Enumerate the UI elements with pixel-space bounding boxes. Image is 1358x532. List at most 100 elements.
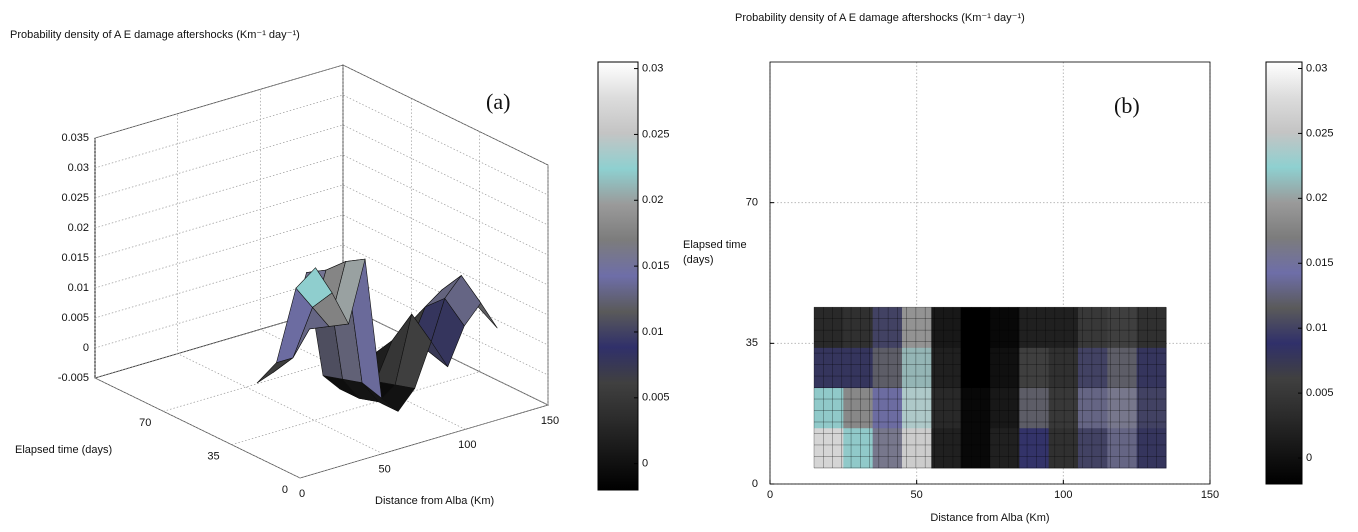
grid-line [94,124,549,226]
grid-line [177,113,383,454]
heat-cell [931,307,962,348]
grid-line [94,64,549,166]
colorbar-tick-label: 0.015 [1306,257,1334,269]
colorbar-tick-label: 0.025 [642,128,670,140]
heat-cell [902,307,932,348]
heat-cell [1078,387,1108,429]
grid-line [94,94,549,196]
heat-cell [843,427,874,469]
heat-cell [1078,427,1108,469]
grid-line [94,138,301,479]
colorbar-tick-label: 0 [642,458,648,470]
heat-cell [990,427,1020,469]
y-axis-label: Elapsed time (days) [683,239,747,266]
grid-line [94,304,549,406]
z-tick-label: 0.015 [61,252,89,264]
colorbar-tick-label: 0.015 [642,260,670,272]
x-tick-label: 0 [767,489,773,501]
colorbar-tick-label: 0.03 [642,62,663,74]
heat-cell [1107,427,1138,469]
heat-cell [902,347,932,389]
colorbar-tick-label: 0.02 [1306,192,1327,204]
heat-cell [931,347,962,389]
colorbar-tick-label: 0.01 [1306,322,1327,334]
heat-cell [931,387,962,429]
panel-label: (b) [1114,93,1140,118]
heat-cell [1107,347,1138,389]
heat-cell [931,427,962,469]
heat-cell [1019,307,1050,348]
heat-cell [1078,347,1108,389]
z-tick-label: 0.025 [61,192,89,204]
z-tick-label: 0.03 [68,162,89,174]
grid-line [94,184,549,286]
heat-cell [814,387,844,429]
colorbar-tick-label: 0.025 [1306,127,1334,139]
heat-cell [1078,307,1108,348]
heat-cell [990,347,1020,389]
heat-cell [843,347,874,389]
z-tick-label: 0 [83,342,89,354]
heat-cell [960,347,991,389]
heat-cell [1019,347,1050,389]
heat-cell [902,387,932,429]
colorbar-tick-label: 0.02 [642,194,663,206]
x-tick-label: 50 [911,489,923,501]
chart-title: Probability density of A E damage afters… [10,29,300,41]
x-tick-label: 150 [1201,489,1219,501]
x-axis-label: Distance from Alba (Km) [930,512,1049,524]
z-tick-label: 0.02 [68,222,89,234]
heat-cell [1107,387,1138,429]
heat-cell [960,427,991,469]
heat-cell [1136,347,1167,389]
heat-cell [990,307,1020,348]
z-tick-label: 0.01 [68,282,89,294]
grid-line [94,274,549,376]
panel-label: (a) [486,89,510,114]
plot-frame [769,61,1211,485]
heat-cell [960,307,991,348]
y-tick-label: 70 [746,197,758,209]
grid-line [259,89,466,430]
heat-cell [1019,387,1050,429]
colorbar [1265,61,1303,485]
y-tick-label: 70 [139,417,151,429]
z-tick-label: 0.035 [61,132,89,144]
colorbar-tick-label: 0.005 [1306,387,1334,399]
grid-line [94,214,549,316]
x-tick-label: 0 [299,488,305,500]
heat-cell [1107,307,1138,348]
x-axis-label: Distance from Alba (Km) [375,495,494,507]
y-axis-label: Elapsed time (days) [15,444,112,456]
surface-patch [295,267,333,308]
heat-cell [814,427,844,469]
surface-patch [256,357,294,384]
heat-cell [990,387,1020,429]
z-tick-label: -0.005 [58,372,89,384]
colorbar [597,61,639,491]
x-tick-label: 150 [541,415,559,427]
heat-cell [1136,387,1167,429]
heat-cell [1048,427,1079,469]
colorbar-tick-label: 0.01 [642,326,663,338]
y-tick-label: 35 [207,451,219,463]
heat-cell [843,307,874,348]
colorbar-tick-label: 0.005 [642,392,670,404]
heat-cell [872,427,903,469]
x-tick-label: 50 [379,464,391,476]
y-tick-label: 0 [282,484,288,496]
heat-cell [1019,427,1050,469]
heat-cell [960,387,991,429]
colorbar-tick-label: 0.03 [1306,62,1327,74]
y-tick-label: 35 [746,337,758,349]
heat-cell [843,387,874,429]
heat-cell [902,427,932,469]
heat-cell [872,347,903,389]
heat-cell [1048,347,1079,389]
heat-cell [1136,307,1167,348]
heat-cell [814,347,844,389]
heat-cell [814,307,844,348]
y-tick-label: 0 [752,478,758,490]
x-tick-label: 100 [1054,489,1072,501]
